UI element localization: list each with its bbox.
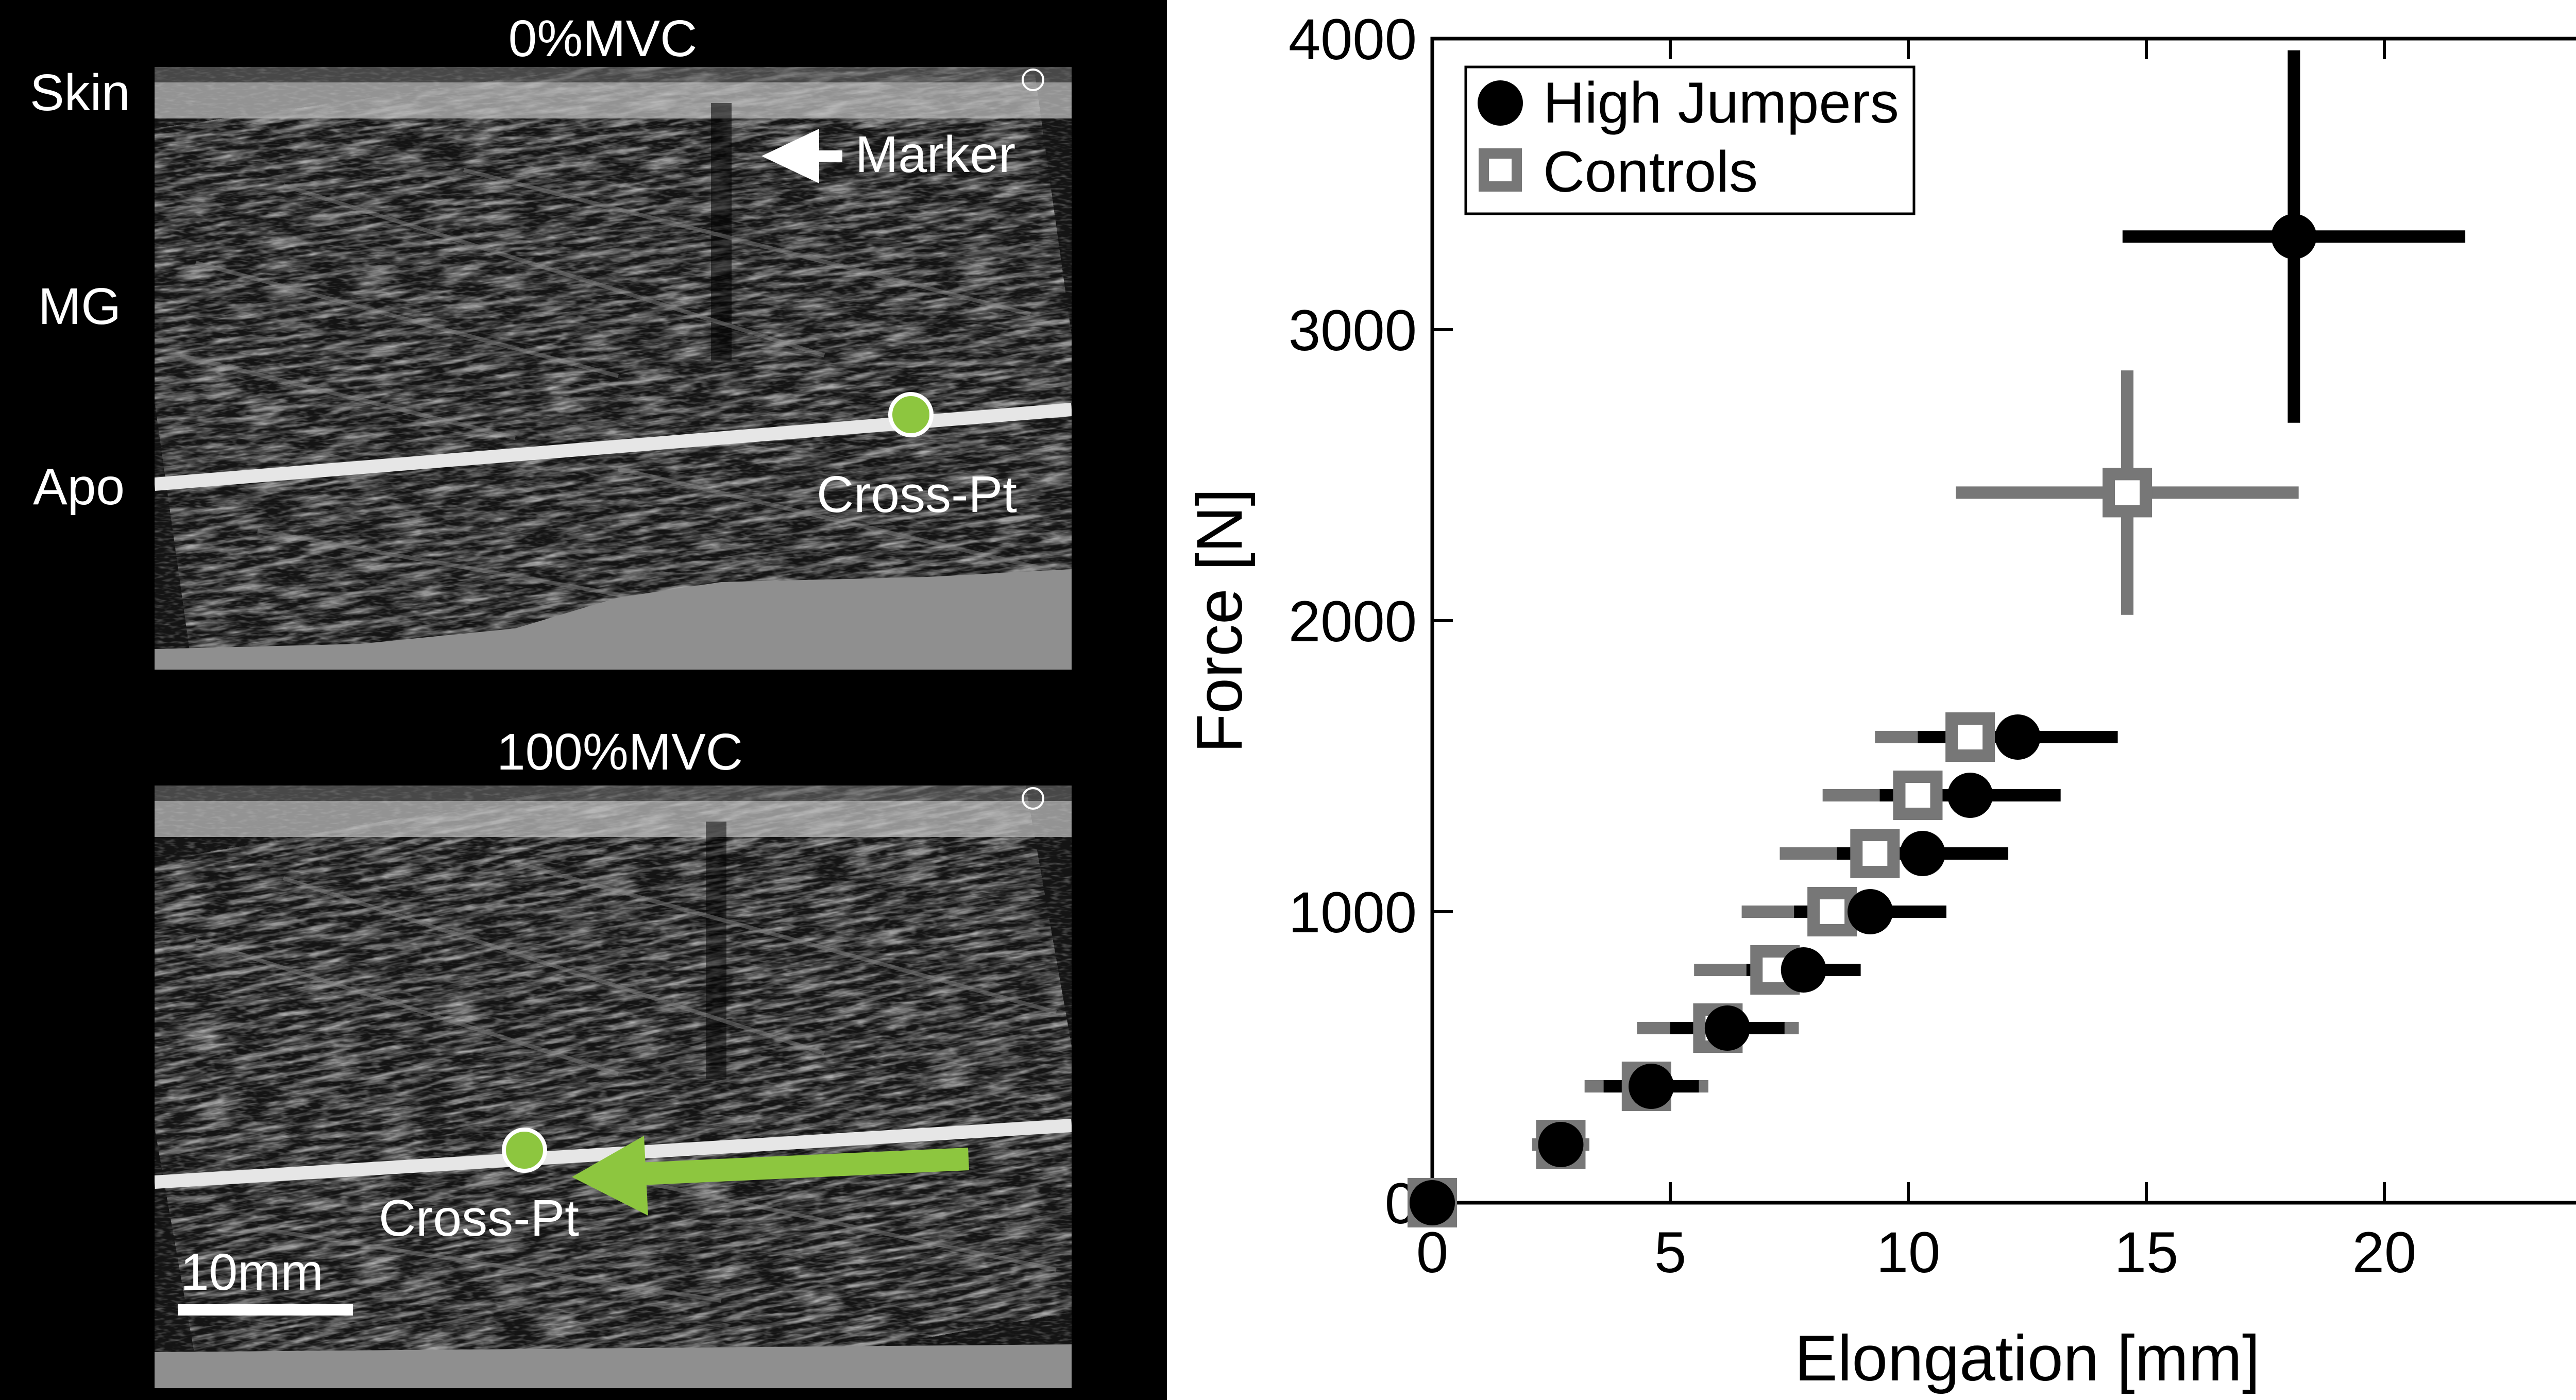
high-jumpers-point [1848,889,1893,934]
ultrasound-image-mvc [155,786,1072,1388]
controls-point [1408,1178,1457,1227]
scale-bar [178,1304,353,1316]
high-jumpers-point [1781,947,1826,993]
high-jumpers-point [1947,773,1993,818]
high-jumpers-point [2271,214,2317,260]
high-jumpers-point [1629,1064,1674,1109]
controls-point [1750,945,1800,995]
y-tick-label: 4000 [1289,7,1417,72]
error-bars [1532,50,2466,1151]
y-tick-label: 1000 [1289,880,1417,945]
high-jumpers-point [1900,831,1945,876]
marker-label: Marker [855,126,1016,183]
controls-point [1807,887,1857,936]
legend-marker-controls [1479,148,1522,192]
h-mark-icon [1022,69,1044,810]
legend-label-controls: Controls [1543,140,1758,204]
arrow-left-icon [761,129,842,183]
x-axis-label: Elongation [mm] [1794,1323,2260,1394]
controls-point [2103,468,2153,518]
ultrasound-texture-mvc [155,786,1072,1388]
controls-point [1536,1120,1586,1169]
plot-frame [1430,37,2576,1205]
bottom-image-title: 100%MVC [497,723,743,781]
mg-label: MG [38,278,122,335]
data-markers [1408,214,2317,1227]
y-tick-label: 2000 [1289,589,1417,654]
legend-box [1464,65,1916,215]
skin-label: Skin [30,64,130,122]
legend: High Jumpers Controls [1464,65,1916,215]
controls-point [1850,829,1900,878]
x-tick-label: 5 [1654,1220,1686,1285]
high-jumpers-point [1410,1180,1455,1225]
top-image-title: 0%MVC [508,10,698,67]
legend-marker-high-jumpers [1478,80,1523,126]
x-tick-label: 10 [1876,1220,1941,1285]
high-jumpers-point [1995,714,2041,760]
axis-ticks: 051015202501000200030004000 [1289,7,2417,1285]
ultrasound-annotations [178,69,1044,1316]
high-jumpers-point [1704,1005,1750,1051]
controls-point [1621,1062,1671,1111]
scale-bar-label: 10mm [180,1243,324,1301]
x-tick-label: 15 [2114,1220,2179,1285]
y-tick-label: 0 [1385,1171,1417,1236]
green-dot-icon [502,1128,547,1173]
ultrasound-image-rest [155,67,1072,670]
green-dot-icon [888,392,934,437]
cross-pt-label-top: Cross-Pt [817,466,1017,523]
y-tick-label: 3000 [1289,298,1417,363]
green-arrow-icon [572,1136,969,1216]
controls-point [1893,771,1943,820]
controls-point [1945,712,1995,762]
y-axis-label: Force [N] [1184,488,1256,753]
high-jumpers-point [1538,1122,1584,1167]
x-tick-label: 0 [1416,1220,1448,1285]
x-tick-label: 20 [2352,1220,2417,1285]
cross-pt-label-bottom: Cross-Pt [379,1189,579,1247]
ultrasound-panel: 0%MVC Skin MG Apo Marker Cross-Pt 100%MV… [0,0,1167,1400]
ultrasound-texture-rest [155,67,1072,670]
controls-point [1693,1003,1743,1053]
legend-label-high-jumpers: High Jumpers [1543,71,1899,135]
apo-label: Apo [33,458,125,516]
